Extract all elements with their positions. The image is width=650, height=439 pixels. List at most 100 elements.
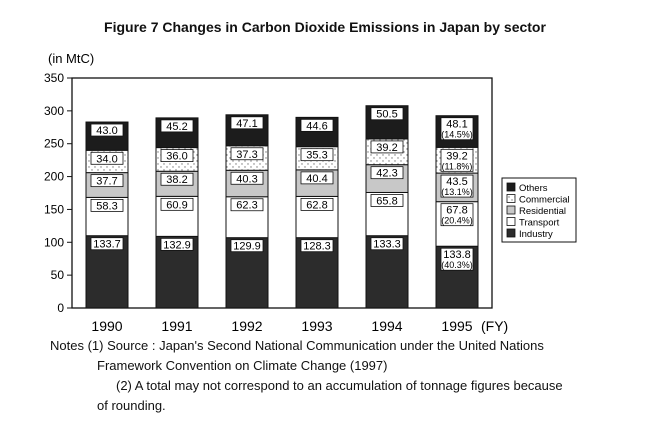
data-label-box	[230, 171, 264, 185]
legend-label-industry: Industry	[519, 229, 553, 240]
data-label: 129.9	[233, 241, 261, 253]
data-label: 37.7	[96, 176, 117, 188]
data-label-box	[300, 239, 334, 253]
data-label: 60.9	[166, 199, 187, 211]
note-2: (2) A total may not correspond to an acc…	[116, 378, 563, 393]
data-label: 35.3	[306, 150, 327, 162]
data-label: 45.2	[166, 121, 187, 133]
data-label: 62.3	[236, 200, 257, 212]
data-label: 58.3	[96, 200, 117, 212]
data-label: 133.3	[373, 239, 401, 251]
data-label: 36.0	[166, 151, 187, 163]
legend-label-others: Others	[519, 183, 548, 194]
data-label-box	[160, 237, 194, 251]
data-label: 133.8	[443, 249, 471, 261]
data-label-box	[160, 197, 194, 211]
data-label: 34.0	[96, 153, 117, 165]
data-label: 47.1	[236, 118, 257, 130]
x-tick-label: 1991	[161, 318, 192, 334]
data-sublabel: (11.8%)	[442, 161, 473, 171]
legend-swatch-commercial	[506, 194, 516, 203]
data-label-box	[160, 119, 194, 133]
data-label-box	[440, 148, 474, 172]
data-label-box	[440, 117, 474, 141]
data-label-box	[90, 123, 124, 137]
legend: OthersCommercialResidentialTransportIndu…	[501, 177, 577, 243]
data-label-box	[440, 247, 474, 271]
note-1-continued: Framework Convention on Climate Change (…	[97, 358, 388, 373]
data-label-box	[300, 148, 334, 162]
notes: Notes (1) Source : Japan's Second Nation…	[50, 336, 630, 416]
data-label-box	[300, 118, 334, 132]
data-label: 48.1	[446, 119, 467, 131]
legend-label-transport: Transport	[519, 218, 560, 229]
data-label: 133.7	[93, 239, 121, 251]
x-tick-label: 1992	[231, 318, 262, 334]
data-sublabel: (13.1%)	[441, 187, 473, 197]
y-tick-label: 100	[44, 235, 64, 249]
x-tick-label: 1995	[441, 318, 472, 334]
legend-swatch-transport	[506, 217, 516, 226]
data-sublabel: (40.3%)	[441, 260, 473, 270]
data-label-box	[230, 147, 264, 161]
note-2-continued: of rounding.	[97, 398, 166, 413]
data-label-box	[230, 198, 264, 212]
data-label: 67.8	[446, 205, 467, 217]
data-label: 39.2	[376, 142, 397, 154]
y-tick-label: 50	[51, 268, 65, 282]
data-label: 42.3	[376, 168, 397, 180]
y-tick-label: 200	[44, 170, 64, 184]
legend-swatch-others	[506, 182, 516, 192]
y-axis-label: (in MtC)	[48, 51, 94, 66]
x-tick-label: 1990	[91, 318, 122, 334]
data-label-box	[370, 166, 404, 180]
legend-label-residential: Residential	[519, 206, 566, 217]
y-tick-label: 250	[44, 137, 64, 151]
data-label-box	[370, 140, 404, 154]
data-label-box	[90, 151, 124, 165]
data-label: 62.8	[306, 199, 327, 211]
data-sublabel: (14.5%)	[441, 130, 473, 140]
data-label: 40.3	[236, 173, 257, 185]
data-label-box	[90, 199, 124, 212]
data-label-box	[370, 194, 404, 207]
note-1: Notes (1) Source : Japan's Second Nation…	[50, 338, 544, 353]
data-label: 43.0	[96, 125, 117, 137]
data-label: 37.3	[236, 149, 257, 161]
figure-title: Figure 7 Changes in Carbon Dioxide Emiss…	[104, 19, 546, 35]
data-label-box	[440, 203, 474, 227]
stacked-bar-chart: (in MtC) 0 50 100 150 200 250 300 350 133.7 58.3 3…	[44, 51, 577, 334]
data-label: 38.2	[166, 174, 187, 186]
data-label-box	[160, 172, 194, 186]
data-label: 128.3	[303, 241, 331, 253]
data-label: 50.5	[376, 109, 397, 121]
data-label-box	[370, 237, 404, 251]
data-label-box	[90, 174, 124, 188]
plot-frame	[71, 77, 493, 309]
data-label: 44.6	[306, 120, 327, 132]
legend-swatch-residential	[506, 205, 516, 215]
data-label-box	[230, 239, 264, 253]
y-tick-label: 300	[44, 104, 64, 118]
legend-swatch-industry	[506, 228, 516, 238]
plot-area: 0 50 100 150 200 250 300 350 133.7 58.3 37.7 34.0 43…	[44, 71, 508, 334]
data-label-box	[300, 171, 334, 185]
data-label-box	[90, 237, 124, 251]
x-tick-label: 1994	[371, 318, 402, 334]
data-label-box	[160, 149, 194, 162]
x-tick-label: 1993	[301, 318, 332, 334]
data-label: 40.4	[306, 173, 327, 185]
data-sublabel: (20.4%)	[441, 216, 473, 226]
data-label-box	[370, 107, 404, 121]
data-label: 65.8	[376, 195, 397, 207]
data-label-box	[300, 198, 334, 211]
x-axis-unit: (FY)	[481, 318, 508, 334]
legend-label-commercial: Commercial	[519, 195, 570, 206]
y-tick-label: 0	[57, 301, 64, 315]
data-label-box	[440, 174, 474, 198]
y-tick-label: 350	[44, 71, 64, 85]
y-tick-label: 150	[44, 202, 64, 216]
data-label: 39.2	[446, 150, 467, 162]
data-label: 132.9	[163, 239, 191, 251]
data-label: 43.5	[446, 176, 467, 188]
